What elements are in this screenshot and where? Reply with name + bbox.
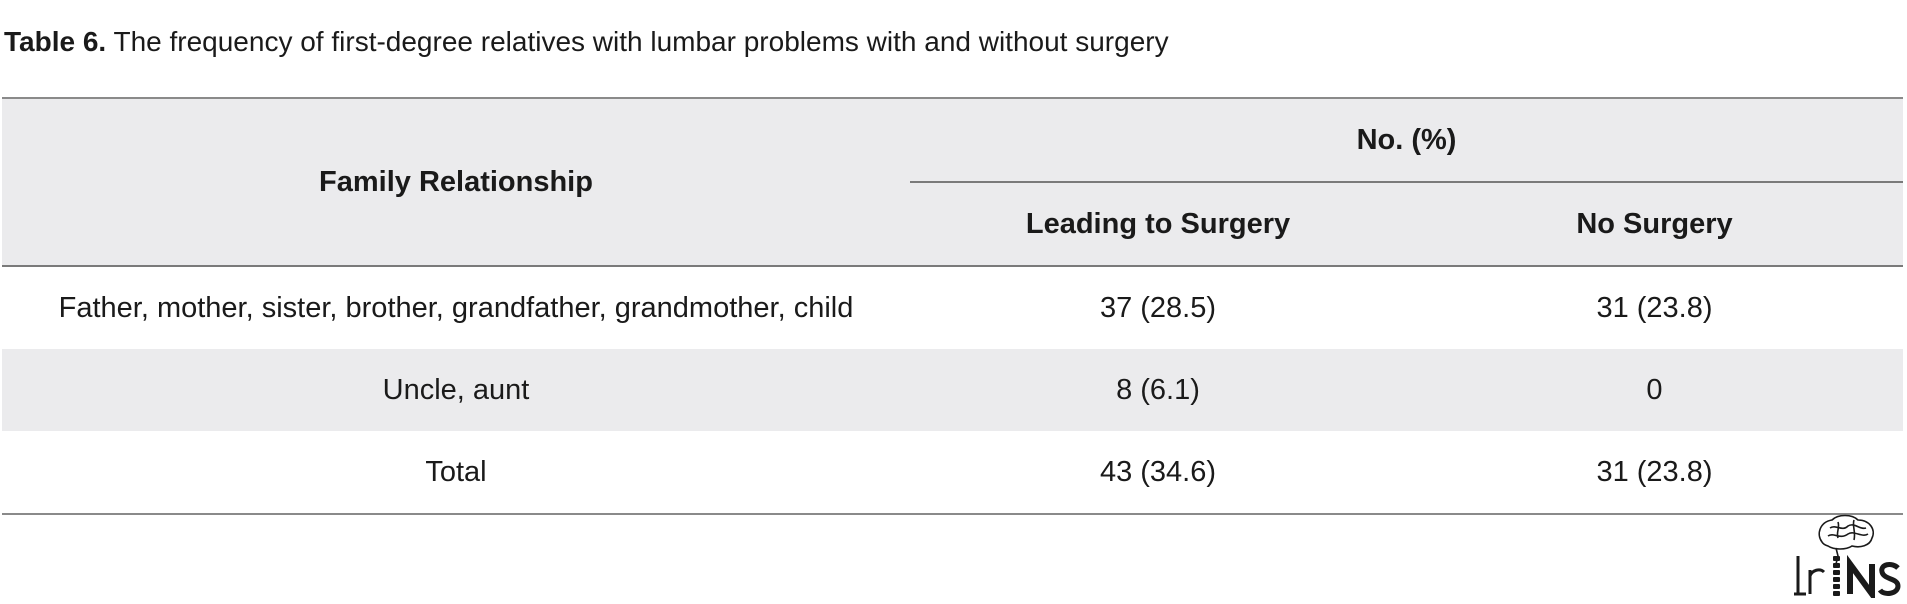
table-body: Father, mother, sister, brother, grandfa…	[2, 266, 1903, 515]
table-row: Father, mother, sister, brother, grandfa…	[2, 266, 1903, 349]
cell-relationship: Father, mother, sister, brother, grandfa…	[58, 291, 854, 324]
table-row: Uncle, aunt 8 (6.1) 0	[2, 349, 1903, 431]
cell-surgery: 43 (34.6)	[910, 431, 1406, 515]
cell-relationship: Total	[2, 431, 910, 515]
cell-relationship: Uncle, aunt	[382, 373, 530, 406]
brain-icon	[1818, 514, 1874, 565]
cell-no-surgery: 31 (23.8)	[1596, 291, 1713, 324]
cell-no-surgery: 0	[1646, 373, 1663, 406]
caption-text: The frequency of first-degree relatives …	[106, 26, 1169, 57]
caption-label: Table 6.	[4, 26, 107, 57]
cell-no-surgery: 31 (23.8)	[1406, 431, 1903, 515]
table-caption: Table 6. The frequency of first-degree r…	[4, 22, 1169, 62]
header-row-2: Leading to Surgery No Surgery	[2, 182, 1903, 267]
header-leading-to-surgery: Leading to Surgery	[910, 182, 1406, 267]
frequency-table: Family Relationship No. (%) Leading to S…	[2, 97, 1903, 515]
journal-logo	[1794, 514, 1901, 598]
cell-surgery: 8 (6.1)	[1116, 373, 1200, 406]
table-header: Family Relationship No. (%) Leading to S…	[2, 98, 1903, 267]
header-no-surgery: No Surgery	[1406, 182, 1903, 267]
header-row-1: Family Relationship No. (%)	[2, 98, 1903, 267]
header-no-percent: No. (%)	[910, 98, 1903, 183]
header-family-relationship: Family Relationship	[2, 98, 910, 267]
table-row: Total 43 (34.6) 31 (23.8)	[2, 431, 1903, 515]
cell-surgery: 37 (28.5)	[1099, 291, 1217, 324]
logo-lettering	[1794, 554, 1901, 598]
spine-icon	[1833, 556, 1840, 596]
